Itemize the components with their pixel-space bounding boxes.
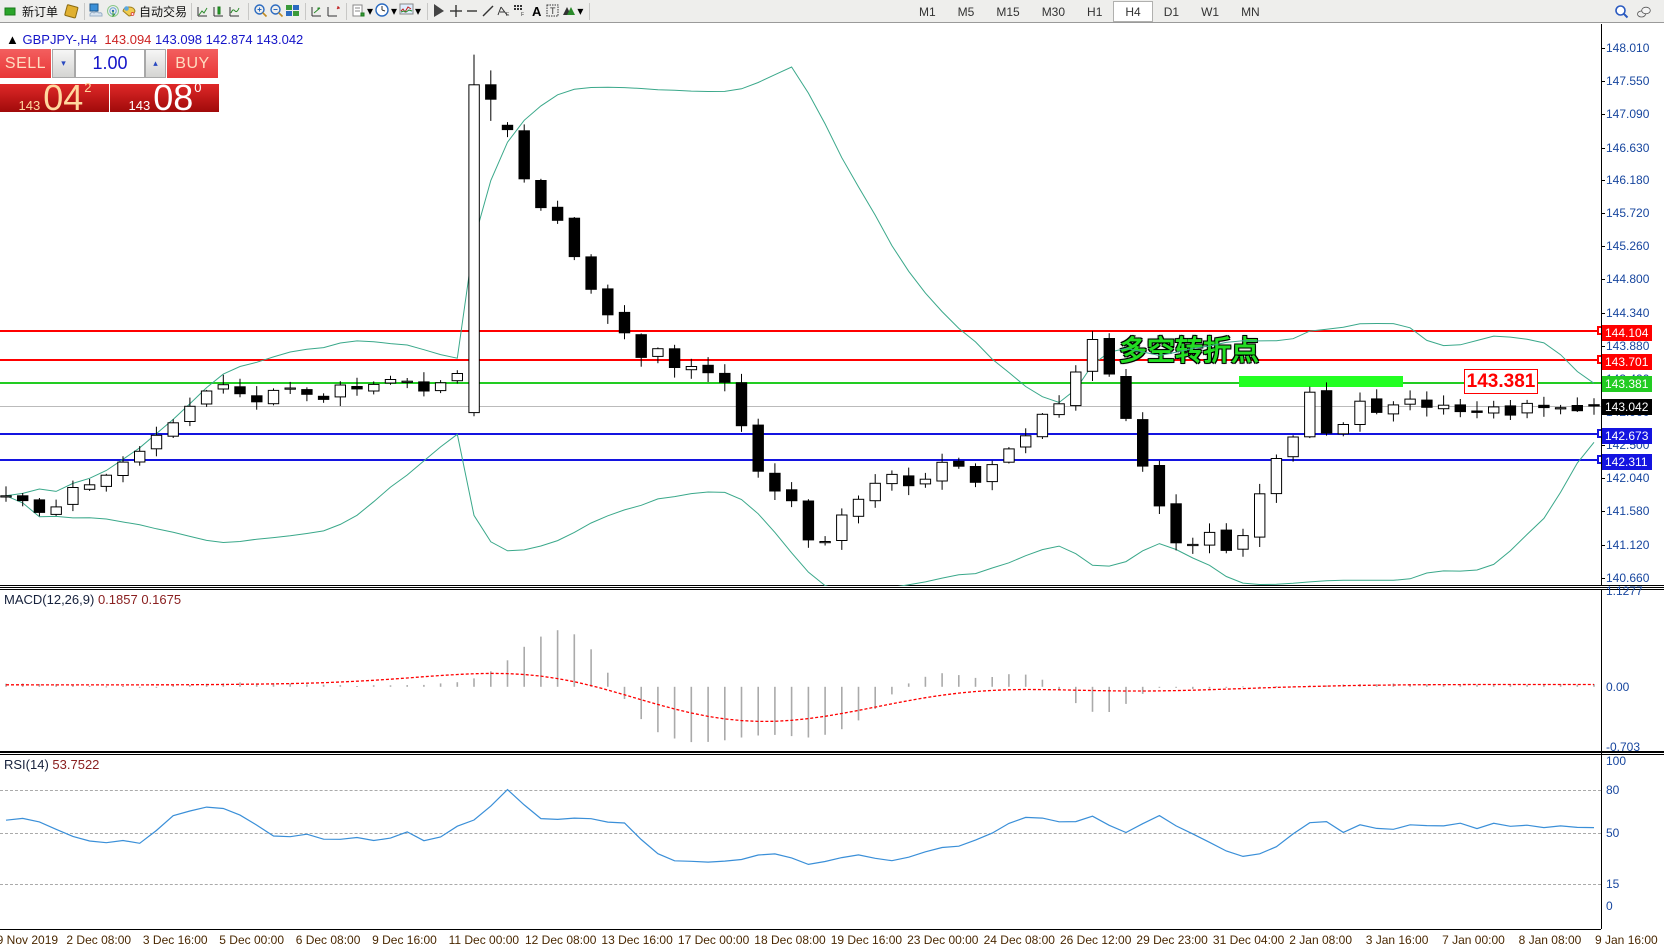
svg-text:T: T <box>550 6 556 16</box>
svg-text:F: F <box>521 12 524 18</box>
svg-text:E: E <box>506 12 510 18</box>
